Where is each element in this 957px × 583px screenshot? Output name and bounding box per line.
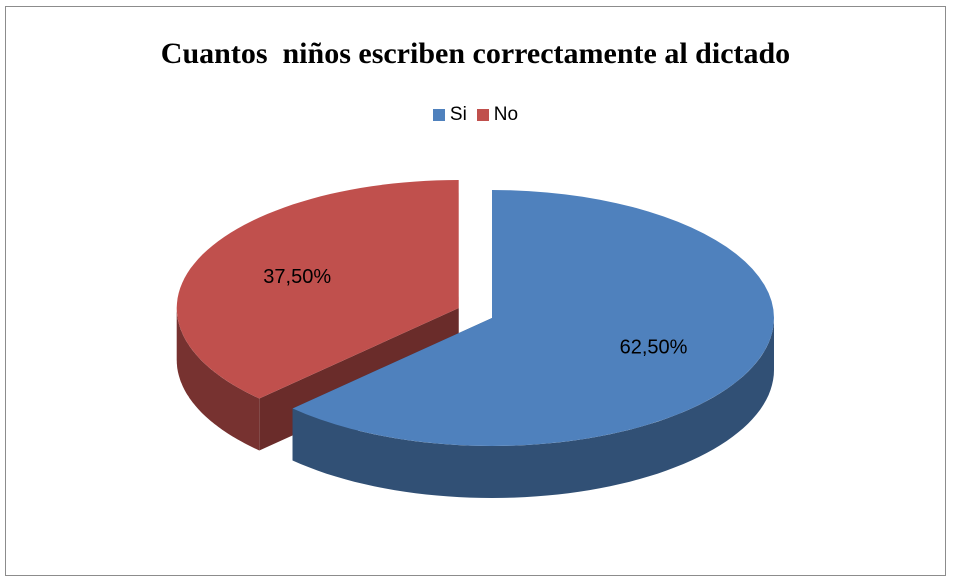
legend-item-no: No <box>476 104 519 126</box>
legend-label-si: Si <box>449 104 467 125</box>
data-label-si: 62,50% <box>620 337 688 359</box>
data-label-no: 37,50% <box>263 266 331 288</box>
pie-slice-si <box>292 190 774 498</box>
pie-slice-si-wall <box>292 318 774 498</box>
chart-title: Cuantos niños escriben correctamente al … <box>160 37 791 70</box>
legend-item-si: Si <box>432 104 467 126</box>
pie-slice-no-wall <box>176 308 260 451</box>
legend-swatch-no <box>476 109 489 121</box>
pie-slice-si-top <box>292 190 774 446</box>
chart-legend: Si No <box>6 104 945 126</box>
pie-slice-no-top <box>176 180 459 399</box>
legend-swatch-si <box>432 109 445 121</box>
legend-label-no: No <box>493 104 519 125</box>
